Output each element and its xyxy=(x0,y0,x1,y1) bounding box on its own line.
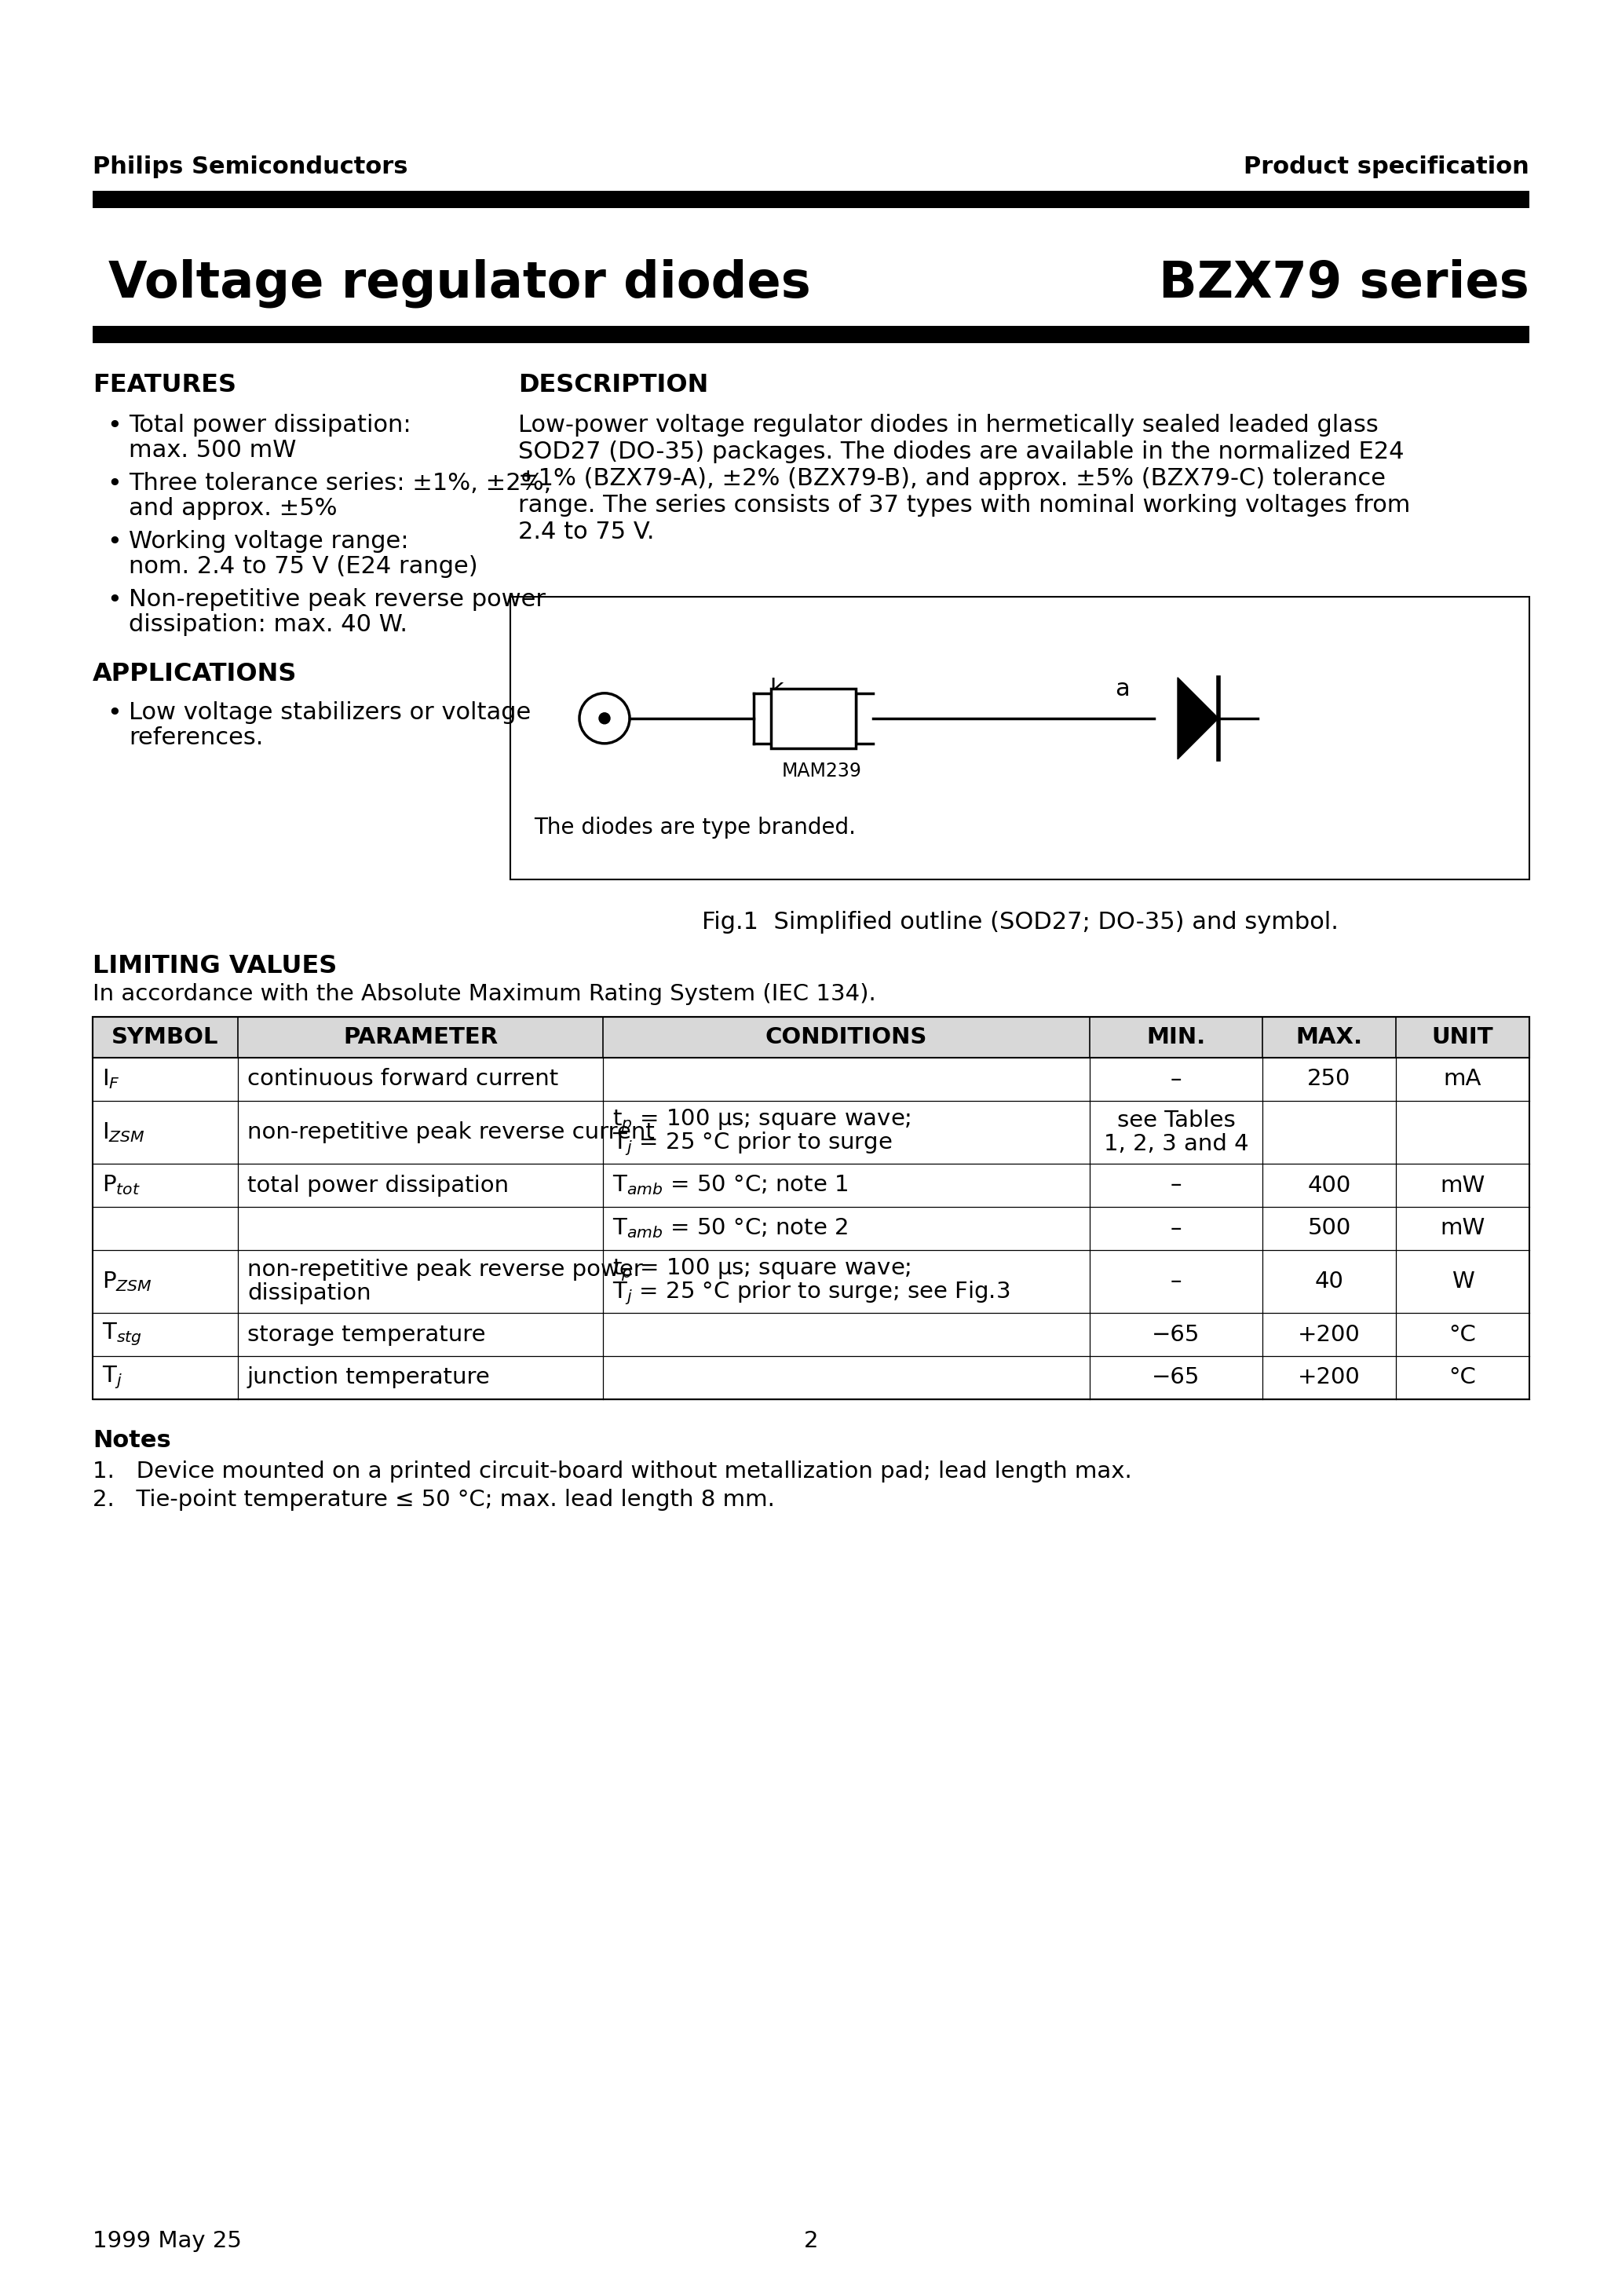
Bar xyxy=(92,1357,1530,1398)
Text: Low voltage stabilizers or voltage: Low voltage stabilizers or voltage xyxy=(128,700,530,723)
Text: P$_{ZSM}$: P$_{ZSM}$ xyxy=(102,1270,152,1293)
Text: Three tolerance series: ±1%, ±2%,: Three tolerance series: ±1%, ±2%, xyxy=(128,473,551,494)
Text: The diodes are type branded.: The diodes are type branded. xyxy=(534,817,856,838)
Text: mW: mW xyxy=(1440,1217,1486,1240)
Text: SOD27 (DO-35) packages. The diodes are available in the normalized E24: SOD27 (DO-35) packages. The diodes are a… xyxy=(517,441,1405,464)
Text: total power dissipation: total power dissipation xyxy=(247,1173,509,1196)
Text: In accordance with the Absolute Maximum Rating System (IEC 134).: In accordance with the Absolute Maximum … xyxy=(92,983,876,1006)
Text: T$_{stg}$: T$_{stg}$ xyxy=(102,1320,143,1348)
Text: –: – xyxy=(1171,1270,1182,1293)
Bar xyxy=(92,1100,1530,1164)
Text: MAM239: MAM239 xyxy=(782,762,861,781)
Text: •: • xyxy=(107,588,122,613)
Text: °C: °C xyxy=(1448,1366,1476,1389)
Text: max. 500 mW: max. 500 mW xyxy=(128,439,297,461)
Bar xyxy=(92,1313,1530,1357)
Text: Working voltage range:: Working voltage range: xyxy=(128,530,409,553)
Text: t$_{p}$ = 100 μs; square wave;: t$_{p}$ = 100 μs; square wave; xyxy=(613,1107,912,1134)
Text: LIMITING VALUES: LIMITING VALUES xyxy=(92,955,337,978)
Text: T$_{j}$ = 25 °C prior to surge: T$_{j}$ = 25 °C prior to surge xyxy=(613,1130,892,1157)
Text: MIN.: MIN. xyxy=(1147,1026,1205,1049)
Text: °C: °C xyxy=(1448,1322,1476,1345)
Text: I$_{F}$: I$_{F}$ xyxy=(102,1068,120,1091)
Text: Non-repetitive peak reverse power: Non-repetitive peak reverse power xyxy=(128,588,545,611)
Bar xyxy=(92,1208,1530,1249)
Text: BZX79 series: BZX79 series xyxy=(1160,259,1530,308)
Text: −65: −65 xyxy=(1152,1322,1200,1345)
Text: t$_{p}$ = 100 μs; square wave;: t$_{p}$ = 100 μs; square wave; xyxy=(613,1256,912,1283)
Text: junction temperature: junction temperature xyxy=(247,1366,490,1389)
Text: •: • xyxy=(107,530,122,553)
Text: –: – xyxy=(1171,1217,1182,1240)
Text: 2.   Tie-point temperature ≤ 50 °C; max. lead length 8 mm.: 2. Tie-point temperature ≤ 50 °C; max. l… xyxy=(92,1488,775,1511)
Text: MAX.: MAX. xyxy=(1296,1026,1362,1049)
Text: •: • xyxy=(107,413,122,439)
Text: Notes: Notes xyxy=(92,1428,170,1451)
Bar xyxy=(92,1058,1530,1100)
Text: APPLICATIONS: APPLICATIONS xyxy=(92,661,297,687)
Bar xyxy=(92,1017,1530,1058)
Text: range. The series consists of 37 types with nominal working voltages from: range. The series consists of 37 types w… xyxy=(517,494,1410,517)
Text: P$_{tot}$: P$_{tot}$ xyxy=(102,1173,141,1196)
Bar xyxy=(92,1249,1530,1313)
Text: •: • xyxy=(107,473,122,496)
Text: 500: 500 xyxy=(1307,1217,1351,1240)
Text: 2: 2 xyxy=(805,2229,817,2252)
Circle shape xyxy=(599,712,610,723)
Text: T$_{j}$ = 25 °C prior to surge; see Fig.3: T$_{j}$ = 25 °C prior to surge; see Fig.… xyxy=(613,1279,1011,1306)
Bar xyxy=(92,1164,1530,1208)
Text: I$_{ZSM}$: I$_{ZSM}$ xyxy=(102,1120,144,1143)
Text: non-repetitive peak reverse current: non-repetitive peak reverse current xyxy=(247,1120,655,1143)
Text: Voltage regulator diodes: Voltage regulator diodes xyxy=(109,259,811,308)
Text: Philips Semiconductors: Philips Semiconductors xyxy=(92,156,407,179)
Text: FEATURES: FEATURES xyxy=(92,372,237,397)
Text: W: W xyxy=(1452,1270,1474,1293)
Text: +200: +200 xyxy=(1298,1366,1361,1389)
Text: DESCRIPTION: DESCRIPTION xyxy=(517,372,709,397)
Text: mA: mA xyxy=(1444,1068,1481,1091)
Bar xyxy=(92,326,1530,342)
Text: k: k xyxy=(769,677,783,700)
Text: PARAMETER: PARAMETER xyxy=(342,1026,498,1049)
Bar xyxy=(511,597,1530,879)
Text: ±1% (BZX79-A), ±2% (BZX79-B), and approx. ±5% (BZX79-C) tolerance: ±1% (BZX79-A), ±2% (BZX79-B), and approx… xyxy=(517,466,1385,489)
Text: 2.4 to 75 V.: 2.4 to 75 V. xyxy=(517,521,654,544)
Text: 1, 2, 3 and 4: 1, 2, 3 and 4 xyxy=(1103,1134,1249,1155)
Text: nom. 2.4 to 75 V (E24 range): nom. 2.4 to 75 V (E24 range) xyxy=(128,556,478,579)
Text: 250: 250 xyxy=(1307,1068,1351,1091)
Text: T$_{amb}$ = 50 °C; note 2: T$_{amb}$ = 50 °C; note 2 xyxy=(613,1217,848,1240)
Text: Total power dissipation:: Total power dissipation: xyxy=(128,413,410,436)
Text: 400: 400 xyxy=(1307,1173,1351,1196)
Text: –: – xyxy=(1171,1173,1182,1196)
Text: –: – xyxy=(1171,1068,1182,1091)
Text: T$_{amb}$ = 50 °C; note 1: T$_{amb}$ = 50 °C; note 1 xyxy=(613,1173,848,1196)
Bar xyxy=(92,1017,1530,1398)
Bar xyxy=(92,191,1530,209)
Text: 1999 May 25: 1999 May 25 xyxy=(92,2229,242,2252)
Text: a: a xyxy=(1114,677,1129,700)
Text: T$_{j}$: T$_{j}$ xyxy=(102,1364,122,1391)
Text: +200: +200 xyxy=(1298,1322,1361,1345)
Text: 1.   Device mounted on a printed circuit-board without metallization pad; lead l: 1. Device mounted on a printed circuit-b… xyxy=(92,1460,1132,1483)
Text: CONDITIONS: CONDITIONS xyxy=(766,1026,928,1049)
Text: non-repetitive peak reverse power: non-repetitive peak reverse power xyxy=(247,1258,642,1281)
Text: mW: mW xyxy=(1440,1173,1486,1196)
Text: UNIT: UNIT xyxy=(1432,1026,1494,1049)
Text: Product specification: Product specification xyxy=(1244,156,1530,179)
Text: Fig.1  Simplified outline (SOD27; DO-35) and symbol.: Fig.1 Simplified outline (SOD27; DO-35) … xyxy=(702,912,1338,934)
Text: 40: 40 xyxy=(1315,1270,1343,1293)
Text: continuous forward current: continuous forward current xyxy=(247,1068,558,1091)
Text: SYMBOL: SYMBOL xyxy=(112,1026,219,1049)
Text: storage temperature: storage temperature xyxy=(247,1322,485,1345)
Text: references.: references. xyxy=(128,726,263,748)
Text: dissipation: max. 40 W.: dissipation: max. 40 W. xyxy=(128,613,407,636)
Text: −65: −65 xyxy=(1152,1366,1200,1389)
Text: and approx. ±5%: and approx. ±5% xyxy=(128,496,337,519)
Text: •: • xyxy=(107,700,122,726)
Text: dissipation: dissipation xyxy=(247,1281,371,1304)
Text: see Tables: see Tables xyxy=(1118,1109,1236,1132)
Text: Low-power voltage regulator diodes in hermetically sealed leaded glass: Low-power voltage regulator diodes in he… xyxy=(517,413,1379,436)
Bar xyxy=(770,689,856,748)
Polygon shape xyxy=(1178,677,1218,760)
